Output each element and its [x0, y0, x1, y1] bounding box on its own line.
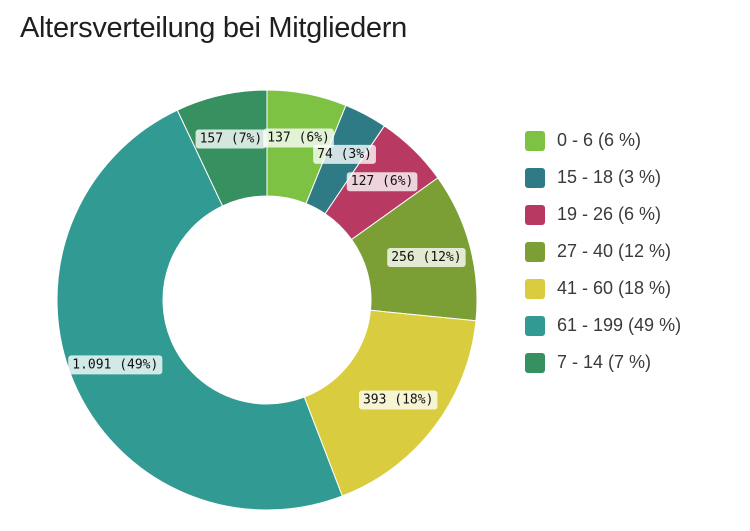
legend-label: 15 - 18 (3 %) [557, 167, 662, 187]
data-label: 393 (18%) [358, 390, 438, 410]
legend-label: 7 - 14 (7 %) [557, 352, 652, 372]
data-label-background [263, 128, 334, 148]
legend-swatch [525, 352, 545, 373]
chart-legend: 0 - 6 (6 %) 15 - 18 (3 %) 19 - 26 (6 %) 27 … [525, 122, 681, 381]
data-label-text: 393 (18%) [363, 393, 433, 408]
data-label: 256 (12%) [387, 247, 466, 267]
data-label-text: 74 (3%) [317, 147, 372, 162]
data-label-text: 1.091 (49%) [72, 357, 158, 372]
data-label-text: 157 (7%) [200, 132, 263, 147]
legend-swatch [525, 167, 545, 188]
data-label-background [313, 144, 376, 164]
legend-swatch [525, 315, 545, 336]
legend-item[interactable]: 7 - 14 (7 %) [525, 344, 681, 381]
legend-item[interactable]: 0 - 6 (6 %) [525, 122, 681, 159]
chart-title: Altersverteilung bei Mitgliedern [20, 12, 407, 44]
legend-swatch [525, 204, 545, 225]
legend-swatch [525, 241, 545, 262]
legend-label: 19 - 26 (6 %) [557, 204, 662, 224]
legend-item[interactable]: 41 - 60 (18 %) [525, 270, 681, 307]
legend-label: 0 - 6 (6 %) [557, 130, 642, 150]
data-label-background [358, 390, 438, 410]
data-label-text: 256 (12%) [391, 250, 461, 265]
data-label-background [387, 247, 466, 267]
slice-61-199[interactable] [56, 109, 343, 511]
data-label: 127 (6%) [346, 172, 418, 192]
data-label: 137 (6%) [263, 128, 334, 148]
data-label: 74 (3%) [313, 144, 376, 164]
data-label: 157 (7%) [195, 129, 267, 149]
legend-label: 27 - 40 (12 %) [557, 241, 672, 261]
data-label-text: 137 (6%) [267, 131, 330, 146]
data-label-background [195, 129, 267, 149]
legend-item[interactable]: 27 - 40 (12 %) [525, 233, 681, 270]
legend-item[interactable]: 19 - 26 (6 %) [525, 196, 681, 233]
legend-item[interactable]: 61 - 199 (49 %) [525, 307, 681, 344]
data-label-background [346, 172, 418, 192]
legend-item[interactable]: 15 - 18 (3 %) [525, 159, 681, 196]
legend-swatch [525, 278, 545, 299]
legend-swatch [525, 130, 545, 151]
data-label-text: 127 (6%) [351, 174, 414, 189]
legend-label: 41 - 60 (18 %) [557, 278, 672, 298]
data-label: 1.091 (49%) [68, 355, 163, 375]
data-label-background [68, 355, 163, 375]
legend-label: 61 - 199 (49 %) [557, 315, 682, 335]
